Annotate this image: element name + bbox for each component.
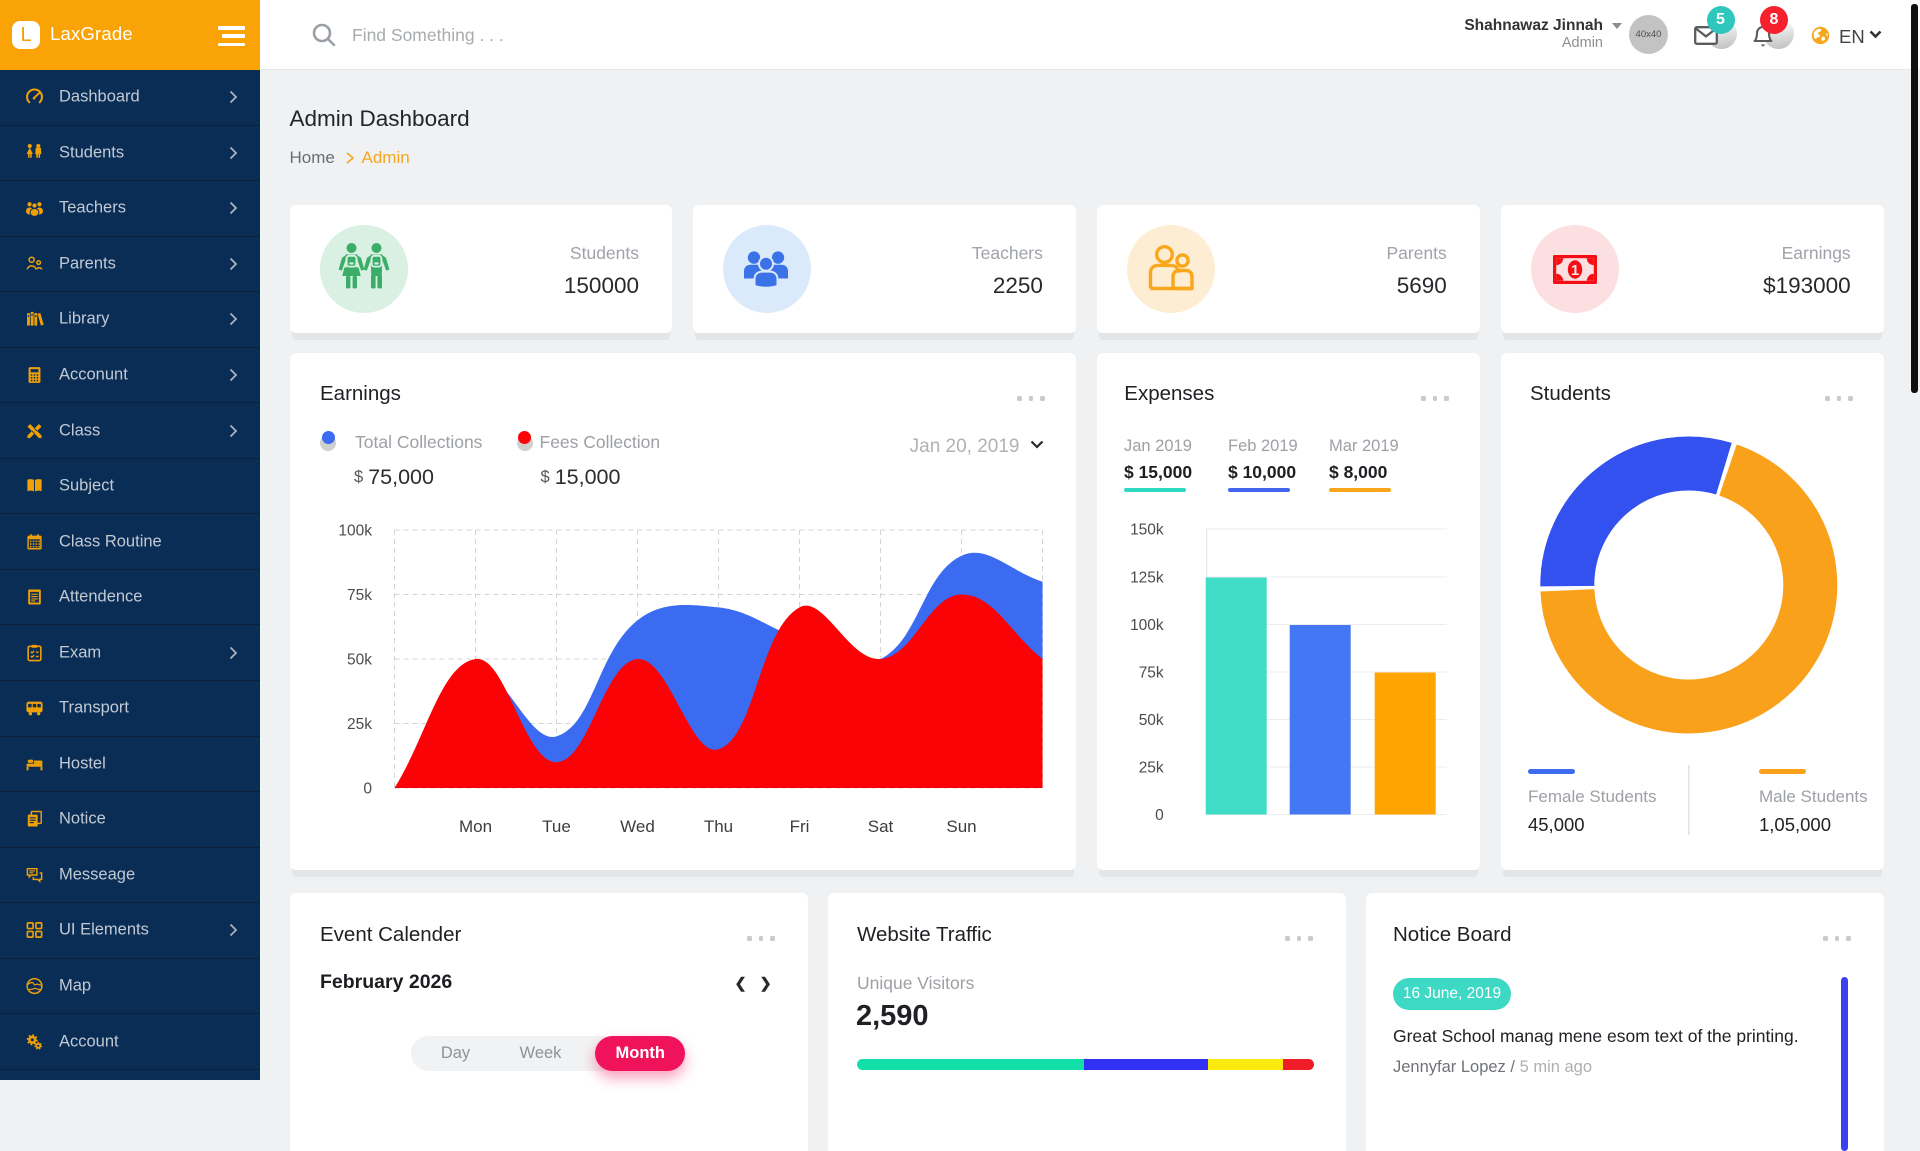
svg-text:Sun: Sun xyxy=(946,817,976,836)
svg-text:0: 0 xyxy=(363,781,372,798)
svg-text:Fri: Fri xyxy=(789,817,809,836)
svg-text:75k: 75k xyxy=(347,587,372,604)
svg-text:100k: 100k xyxy=(1130,617,1164,634)
svg-text:Mon: Mon xyxy=(458,817,491,836)
svg-text:125k: 125k xyxy=(1130,570,1164,587)
svg-text:1: 1 xyxy=(1571,262,1579,279)
svg-text:Thu: Thu xyxy=(703,817,732,836)
svg-text:50k: 50k xyxy=(347,652,372,669)
svg-text:50k: 50k xyxy=(1139,712,1164,729)
svg-text:25k: 25k xyxy=(1139,760,1164,777)
svg-text:150k: 150k xyxy=(1130,522,1164,539)
svg-text:100k: 100k xyxy=(338,523,372,540)
svg-text:Tue: Tue xyxy=(542,817,571,836)
svg-text:0: 0 xyxy=(1155,807,1164,824)
svg-text:25k: 25k xyxy=(347,716,372,733)
svg-text:Sat: Sat xyxy=(867,817,893,836)
svg-text:75k: 75k xyxy=(1139,665,1164,682)
svg-text:Wed: Wed xyxy=(620,817,655,836)
